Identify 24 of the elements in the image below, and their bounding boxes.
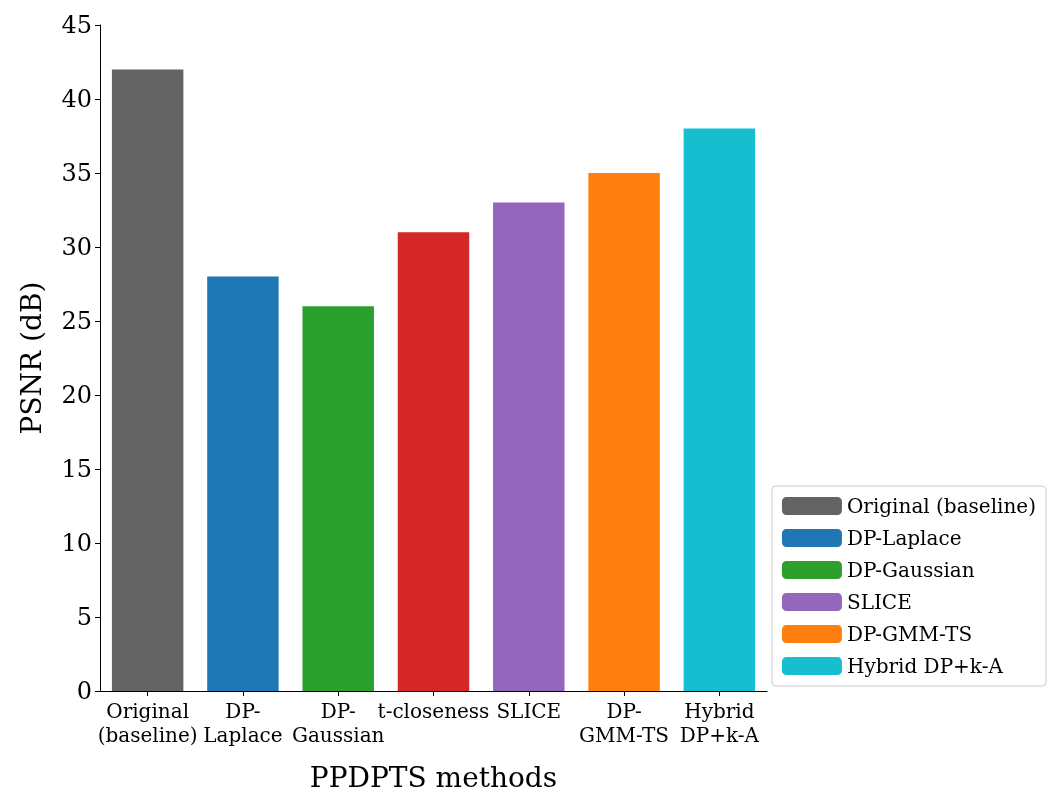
y-tick-label: 20 xyxy=(61,381,92,409)
legend-label: SLICE xyxy=(846,590,912,614)
x-tick-label: t-closeness xyxy=(377,699,490,723)
x-tick-label: DP- GMM-TS xyxy=(579,699,670,747)
y-tick-label: 0 xyxy=(76,677,92,705)
x-tick-label: Original (baseline) xyxy=(97,699,198,747)
y-tick-label: 25 xyxy=(61,307,92,335)
legend-label: Original (baseline) xyxy=(846,494,1037,518)
legend-label: Hybrid DP+k-A xyxy=(846,654,1004,678)
y-tick-label: 5 xyxy=(76,603,92,631)
y-axis-title: PSNR (dB) xyxy=(14,281,48,435)
y-tick-label: 15 xyxy=(61,455,92,483)
y-tick-label: 35 xyxy=(61,159,92,187)
x-tick-label: DP- Laplace xyxy=(203,699,283,747)
y-tick-label: 10 xyxy=(61,529,92,557)
y-tick-label: 30 xyxy=(61,233,92,261)
x-tick-label: Hybrid DP+k-A xyxy=(679,699,760,747)
legend-label: DP-Laplace xyxy=(846,526,962,550)
y-tick-label: 40 xyxy=(61,85,92,113)
x-axis-title: PPDPTS methods xyxy=(309,760,558,794)
legend-label: DP-Gaussian xyxy=(846,558,975,582)
y-tick-label: 45 xyxy=(61,11,92,39)
x-tick-label: SLICE xyxy=(496,699,562,723)
legend-label: DP-GMM-TS xyxy=(846,622,973,646)
